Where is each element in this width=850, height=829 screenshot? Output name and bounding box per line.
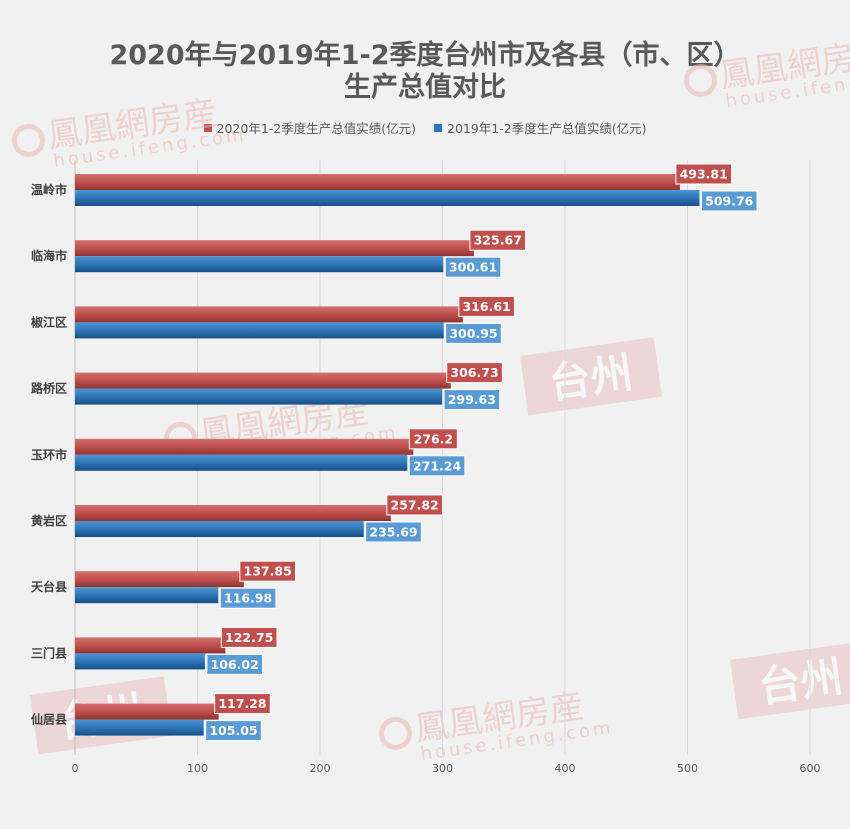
chart-title-line1: 2020年与2019年1-2季度台州市及各县（市、区） — [109, 40, 741, 71]
data-label-bg-2019 — [206, 653, 263, 675]
bar-2020 — [75, 372, 451, 389]
data-label-2020: 325.67 — [474, 233, 522, 248]
x-tick-label: 600 — [800, 762, 821, 775]
category-label: 三门县 — [31, 645, 67, 660]
data-label-bg-2020 — [458, 295, 515, 317]
data-label-bg-2020 — [446, 362, 503, 384]
data-label-2020: 306.73 — [450, 365, 498, 380]
data-label-2020: 122.75 — [225, 630, 273, 645]
data-label-bg-2020 — [469, 229, 527, 251]
bar-2020 — [75, 438, 414, 455]
data-label-bg-2019 — [443, 389, 501, 411]
bar-2020 — [75, 174, 680, 190]
legend-swatch-2019 — [434, 123, 442, 132]
category-label: 温岭市 — [31, 182, 67, 197]
legend-swatch-2020 — [203, 123, 212, 132]
bar-2020 — [75, 306, 463, 323]
legend-item-2019: 2019年1-2季度生产总值实绩(亿元) — [434, 118, 646, 137]
data-label-2020: 316.61 — [463, 299, 511, 314]
bar-2019 — [75, 587, 219, 604]
data-label-2019: 509.76 — [705, 194, 754, 209]
data-label-bg-2019 — [205, 720, 262, 742]
x-tick-label: 300 — [432, 762, 453, 775]
data-label-2020: 117.28 — [218, 696, 266, 711]
x-tick-label: 0 — [72, 762, 79, 775]
data-label-bg-2020 — [214, 693, 271, 715]
category-label: 天台县 — [31, 579, 67, 594]
legend-label-2019: 2019年1-2季度生产总值实绩(亿元) — [447, 121, 647, 136]
bar-2019 — [75, 322, 444, 339]
category-label: 仙居县 — [31, 712, 67, 727]
category-label: 玉环市 — [31, 447, 67, 462]
data-label-2019: 116.98 — [224, 591, 272, 606]
data-label-2019: 300.61 — [449, 260, 497, 275]
data-label-2020: 257.82 — [391, 498, 439, 513]
data-label-bg-2020 — [239, 560, 296, 582]
data-label-bg-2019 — [444, 256, 502, 278]
watermark-city-stamp: 台州 — [730, 641, 850, 720]
x-tick-label: 500 — [677, 762, 698, 775]
svg-text:台州: 台州 — [756, 652, 846, 712]
chart-legend: 2020年1-2季度生产总值实绩(亿元) 2019年1-2季度生产总值实绩(亿元… — [0, 118, 850, 137]
bar-2019 — [75, 454, 408, 471]
data-label-2019: 299.63 — [448, 392, 496, 407]
x-tick-label: 200 — [310, 762, 331, 775]
category-label: 临海市 — [31, 248, 67, 263]
data-label-2020: 137.85 — [244, 564, 292, 579]
data-label-2019: 235.69 — [369, 525, 417, 540]
bar-2019 — [75, 256, 444, 273]
data-label-2019: 105.05 — [209, 723, 257, 738]
category-label: 椒江区 — [31, 314, 67, 329]
bar-2020 — [75, 637, 226, 654]
svg-text:台州: 台州 — [546, 348, 636, 408]
chart-title-line2: 生产总值对比 — [344, 72, 506, 103]
bar-2019 — [75, 521, 364, 537]
data-label-bg-2019 — [408, 455, 466, 477]
data-label-2019: 106.02 — [211, 657, 259, 672]
legend-item-2020: 2020年1-2季度生产总值实绩(亿元) — [203, 118, 416, 137]
category-label: 黄岩区 — [31, 513, 67, 528]
bar-2019 — [75, 388, 443, 405]
data-label-bg-2019 — [445, 322, 502, 344]
data-label-2020: 493.81 — [680, 167, 728, 182]
bar-2020 — [75, 571, 244, 588]
data-label-2019: 271.24 — [413, 458, 462, 473]
x-tick-label: 100 — [187, 762, 208, 775]
data-label-bg-2020 — [675, 163, 733, 185]
data-label-bg-2019 — [365, 521, 422, 543]
bar-2019 — [75, 653, 205, 670]
bar-2020 — [75, 240, 474, 257]
bar-2020 — [75, 505, 391, 521]
bar-2019 — [75, 190, 700, 206]
category-label: 路桥区 — [31, 381, 67, 396]
data-label-bg-2019 — [219, 587, 277, 609]
legend-label-2020: 2020年1-2季度生产总值实绩(亿元) — [216, 121, 416, 136]
watermark-city-stamp: 台州 — [520, 337, 663, 416]
bar-2019 — [75, 719, 204, 736]
data-label-bg-2020 — [408, 428, 458, 450]
x-tick-label: 400 — [555, 762, 576, 775]
data-label-bg-2020 — [220, 626, 278, 648]
data-label-bg-2020 — [386, 494, 443, 516]
data-label-2019: 300.95 — [449, 326, 497, 341]
bar-2020 — [75, 703, 219, 720]
data-label-bg-2019 — [700, 190, 758, 212]
data-label-2020: 276.2 — [414, 431, 454, 446]
